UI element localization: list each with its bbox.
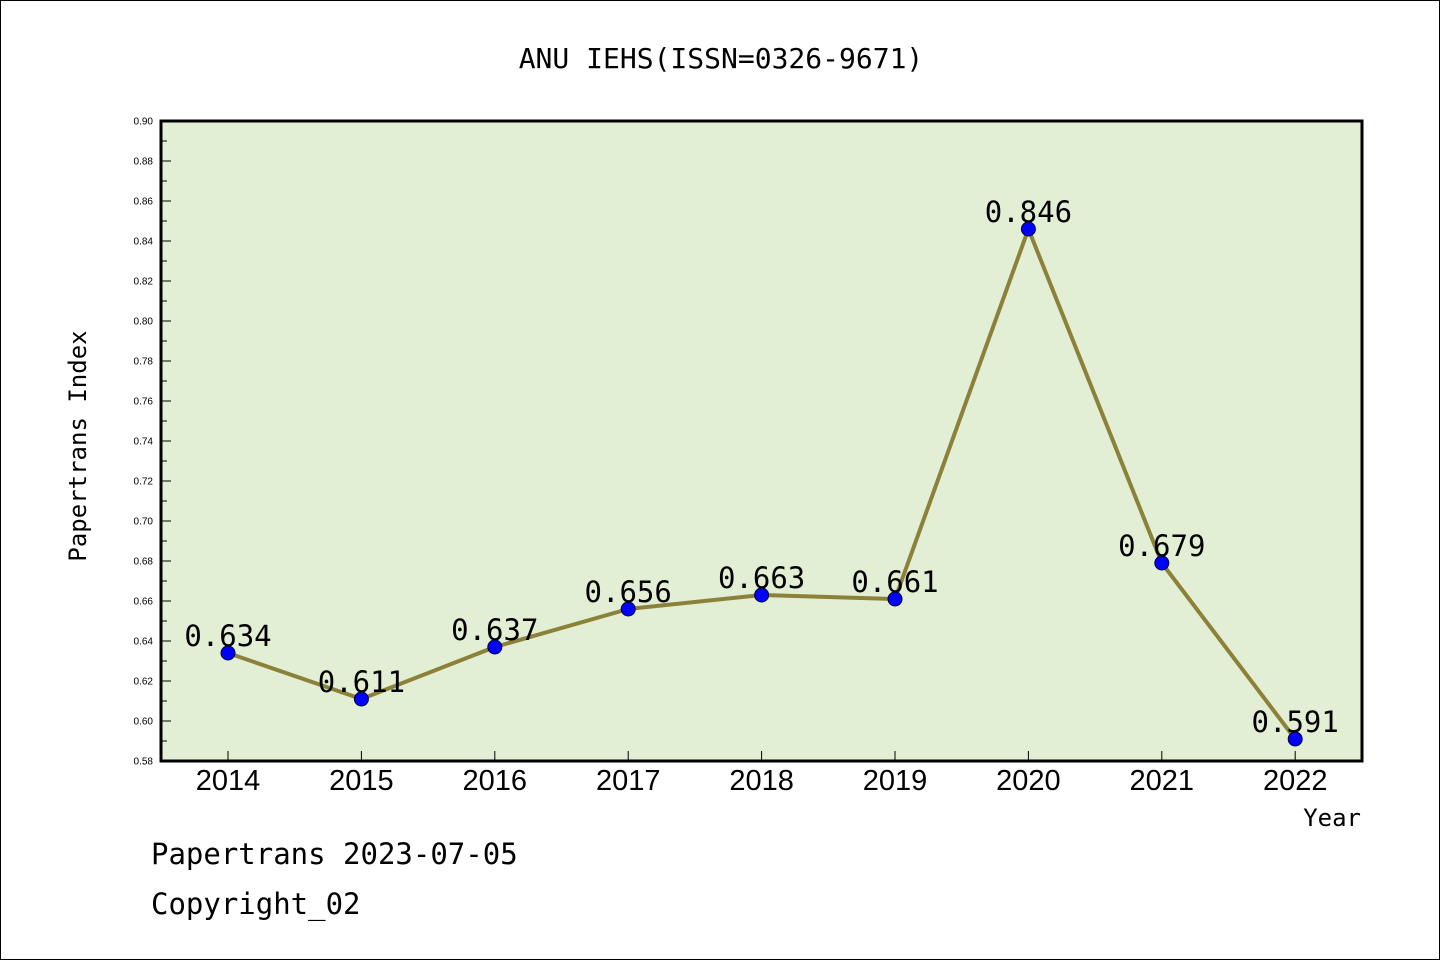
data-label: 0.846 xyxy=(985,195,1072,229)
y-tick-label: 0.74 xyxy=(134,437,154,448)
data-point xyxy=(754,587,770,603)
y-tick-label: 0.86 xyxy=(134,197,154,208)
y-tick-label: 0.78 xyxy=(134,357,154,368)
y-tick-label: 0.66 xyxy=(134,597,154,608)
y-tick-label: 0.58 xyxy=(134,757,154,768)
series-line-group: 0.634 0.611 0.637 0.656 0.663 0.661 0.846 0.679… xyxy=(184,195,1339,747)
y-axis-label: Papertrans Index xyxy=(64,330,92,561)
data-point xyxy=(1154,555,1170,571)
x-tick-label: 2022 xyxy=(1263,765,1328,797)
data-point xyxy=(887,591,903,607)
data-label: 0.591 xyxy=(1252,705,1339,739)
x-tick-label: 2019 xyxy=(863,765,928,797)
x-tick-label: 2018 xyxy=(729,765,794,797)
footer-copyright: Copyright_02 xyxy=(151,887,361,922)
x-tick-label: 2020 xyxy=(996,765,1061,797)
data-point xyxy=(487,639,503,655)
y-tick-label: 0.90 xyxy=(134,117,154,128)
y-tick-label: 0.80 xyxy=(134,317,154,328)
data-point xyxy=(220,645,236,661)
y-tick-label: 0.70 xyxy=(134,517,154,528)
y-tick-label: 0.82 xyxy=(134,277,154,288)
data-label: 0.637 xyxy=(451,613,538,647)
chart-title: ANU IEHS(ISSN=0326-9671) xyxy=(519,42,924,75)
x-tick-label: 2015 xyxy=(329,765,394,797)
x-axis-label: Year xyxy=(1303,804,1361,832)
y-tick-label: 0.72 xyxy=(134,477,154,488)
x-axis: 2014 2015 2016 2017 2018 2019 2020 2021 2022 xyxy=(196,751,1328,797)
data-label: 0.661 xyxy=(851,565,938,599)
y-tick-label: 0.88 xyxy=(134,157,154,168)
y-tick-label: 0.64 xyxy=(134,637,154,648)
data-label: 0.663 xyxy=(718,561,805,595)
y-tick-label: 0.84 xyxy=(134,237,154,248)
footer-date: Papertrans 2023-07-05 xyxy=(151,837,518,871)
y-tick-label: 0.60 xyxy=(134,717,154,728)
data-label: 0.611 xyxy=(318,665,405,699)
data-label: 0.656 xyxy=(585,575,672,609)
plot-area xyxy=(159,119,1364,763)
y-tick-label: 0.76 xyxy=(134,397,154,408)
x-tick-label: 2021 xyxy=(1130,765,1195,797)
data-label: 0.679 xyxy=(1118,529,1205,563)
data-point xyxy=(1020,221,1036,237)
data-point xyxy=(353,691,369,707)
x-tick-label: 2014 xyxy=(196,765,261,797)
data-point xyxy=(620,601,636,617)
data-label: 0.634 xyxy=(184,619,271,653)
y-tick-label: 0.62 xyxy=(134,677,154,688)
x-tick-label: 2016 xyxy=(463,765,528,797)
y-axis: 0.58 0.60 0.62 0.64 0.66 0.68 0.70 0.72 0.74 0.76… xyxy=(134,117,171,768)
y-tick-label: 0.68 xyxy=(134,557,154,568)
x-tick-label: 2017 xyxy=(596,765,661,797)
data-point xyxy=(1287,731,1303,747)
